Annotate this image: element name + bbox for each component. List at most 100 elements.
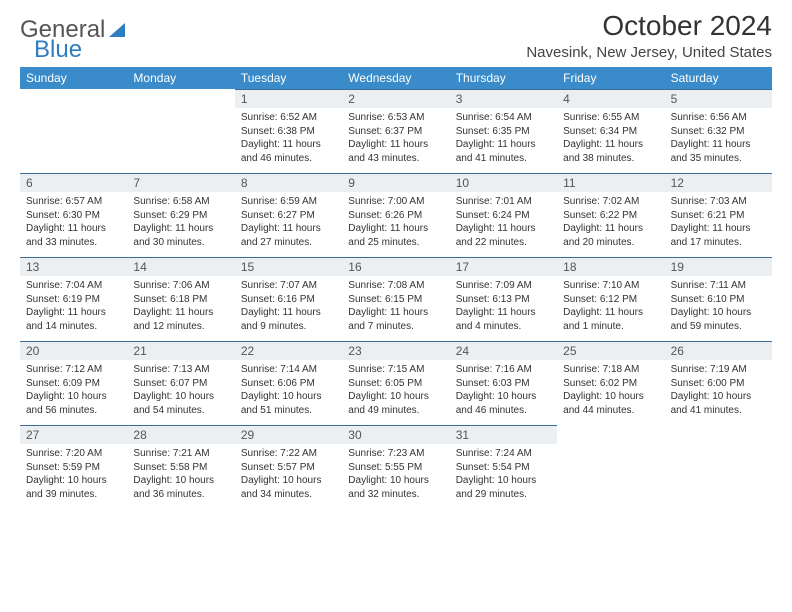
sunrise-text: Sunrise: 7:14 AM <box>241 363 336 377</box>
daylight-text: Daylight: 10 hours and 44 minutes. <box>563 390 658 417</box>
day-cell: Sunrise: 7:02 AMSunset: 6:22 PMDaylight:… <box>557 192 664 257</box>
empty-cell-body <box>557 444 664 509</box>
week-row: 20212223242526Sunrise: 7:12 AMSunset: 6:… <box>20 341 772 425</box>
day-number: 29 <box>235 425 342 444</box>
week-row: 13141516171819Sunrise: 7:04 AMSunset: 6:… <box>20 257 772 341</box>
day-cell: Sunrise: 7:08 AMSunset: 6:15 PMDaylight:… <box>342 276 449 341</box>
sunrise-text: Sunrise: 6:59 AM <box>241 195 336 209</box>
day-cell: Sunrise: 7:03 AMSunset: 6:21 PMDaylight:… <box>665 192 772 257</box>
dow-friday: Friday <box>557 67 664 89</box>
location-text: Navesink, New Jersey, United States <box>526 44 772 61</box>
daylight-text: Daylight: 10 hours and 51 minutes. <box>241 390 336 417</box>
sunset-text: Sunset: 5:58 PM <box>133 461 228 475</box>
daylight-text: Daylight: 10 hours and 54 minutes. <box>133 390 228 417</box>
dow-thursday: Thursday <box>450 67 557 89</box>
week-row: 12345Sunrise: 6:52 AMSunset: 6:38 PMDayl… <box>20 89 772 173</box>
day-cell: Sunrise: 7:16 AMSunset: 6:03 PMDaylight:… <box>450 360 557 425</box>
daylight-text: Daylight: 11 hours and 27 minutes. <box>241 222 336 249</box>
empty-cell-body <box>20 108 127 173</box>
sunrise-text: Sunrise: 7:09 AM <box>456 279 551 293</box>
sunset-text: Sunset: 6:13 PM <box>456 293 551 307</box>
daylight-text: Daylight: 10 hours and 34 minutes. <box>241 474 336 501</box>
sunset-text: Sunset: 6:07 PM <box>133 377 228 391</box>
daylight-text: Daylight: 10 hours and 36 minutes. <box>133 474 228 501</box>
daylight-text: Daylight: 11 hours and 1 minute. <box>563 306 658 333</box>
day-cell: Sunrise: 6:57 AMSunset: 6:30 PMDaylight:… <box>20 192 127 257</box>
day-number: 6 <box>20 173 127 192</box>
day-number: 5 <box>665 89 772 108</box>
daylight-text: Daylight: 10 hours and 32 minutes. <box>348 474 443 501</box>
day-number: 22 <box>235 341 342 360</box>
sunset-text: Sunset: 6:26 PM <box>348 209 443 223</box>
sunset-text: Sunset: 6:10 PM <box>671 293 766 307</box>
day-cell: Sunrise: 6:56 AMSunset: 6:32 PMDaylight:… <box>665 108 772 173</box>
sunset-text: Sunset: 6:06 PM <box>241 377 336 391</box>
sunrise-text: Sunrise: 7:18 AM <box>563 363 658 377</box>
empty-cell <box>665 425 772 444</box>
sunrise-text: Sunrise: 7:12 AM <box>26 363 121 377</box>
sunrise-text: Sunrise: 6:54 AM <box>456 111 551 125</box>
daylight-text: Daylight: 11 hours and 14 minutes. <box>26 306 121 333</box>
daylight-text: Daylight: 11 hours and 41 minutes. <box>456 138 551 165</box>
day-number: 25 <box>557 341 664 360</box>
day-cell: Sunrise: 7:11 AMSunset: 6:10 PMDaylight:… <box>665 276 772 341</box>
sunset-text: Sunset: 6:12 PM <box>563 293 658 307</box>
sunrise-text: Sunrise: 7:13 AM <box>133 363 228 377</box>
sunset-text: Sunset: 6:02 PM <box>563 377 658 391</box>
day-cell: Sunrise: 7:07 AMSunset: 6:16 PMDaylight:… <box>235 276 342 341</box>
day-cell: Sunrise: 7:06 AMSunset: 6:18 PMDaylight:… <box>127 276 234 341</box>
daylight-text: Daylight: 10 hours and 41 minutes. <box>671 390 766 417</box>
day-cell: Sunrise: 7:20 AMSunset: 5:59 PMDaylight:… <box>20 444 127 509</box>
day-cell: Sunrise: 7:10 AMSunset: 6:12 PMDaylight:… <box>557 276 664 341</box>
sunrise-text: Sunrise: 7:24 AM <box>456 447 551 461</box>
logo-line2: Blue <box>34 36 82 64</box>
sunset-text: Sunset: 6:34 PM <box>563 125 658 139</box>
sunset-text: Sunset: 6:16 PM <box>241 293 336 307</box>
sunrise-text: Sunrise: 6:57 AM <box>26 195 121 209</box>
sunset-text: Sunset: 5:57 PM <box>241 461 336 475</box>
dow-monday: Monday <box>127 67 234 89</box>
day-cell: Sunrise: 7:21 AMSunset: 5:58 PMDaylight:… <box>127 444 234 509</box>
daylight-text: Daylight: 11 hours and 22 minutes. <box>456 222 551 249</box>
day-cell: Sunrise: 7:09 AMSunset: 6:13 PMDaylight:… <box>450 276 557 341</box>
day-number: 31 <box>450 425 557 444</box>
day-cell: Sunrise: 6:53 AMSunset: 6:37 PMDaylight:… <box>342 108 449 173</box>
sunrise-text: Sunrise: 7:07 AM <box>241 279 336 293</box>
logo-text-2: Blue <box>34 36 82 63</box>
sunrise-text: Sunrise: 6:55 AM <box>563 111 658 125</box>
day-cell: Sunrise: 6:54 AMSunset: 6:35 PMDaylight:… <box>450 108 557 173</box>
day-cell: Sunrise: 6:55 AMSunset: 6:34 PMDaylight:… <box>557 108 664 173</box>
sunset-text: Sunset: 6:05 PM <box>348 377 443 391</box>
empty-cell <box>557 425 664 444</box>
daylight-text: Daylight: 10 hours and 59 minutes. <box>671 306 766 333</box>
week-row: 2728293031Sunrise: 7:20 AMSunset: 5:59 P… <box>20 425 772 509</box>
sunset-text: Sunset: 6:29 PM <box>133 209 228 223</box>
sunset-text: Sunset: 6:22 PM <box>563 209 658 223</box>
daylight-text: Daylight: 11 hours and 33 minutes. <box>26 222 121 249</box>
sunset-text: Sunset: 6:27 PM <box>241 209 336 223</box>
day-cell: Sunrise: 7:12 AMSunset: 6:09 PMDaylight:… <box>20 360 127 425</box>
sunrise-text: Sunrise: 7:23 AM <box>348 447 443 461</box>
sunset-text: Sunset: 6:30 PM <box>26 209 121 223</box>
day-cell: Sunrise: 7:22 AMSunset: 5:57 PMDaylight:… <box>235 444 342 509</box>
day-cell: Sunrise: 7:04 AMSunset: 6:19 PMDaylight:… <box>20 276 127 341</box>
day-number: 18 <box>557 257 664 276</box>
sunset-text: Sunset: 6:37 PM <box>348 125 443 139</box>
day-number: 4 <box>557 89 664 108</box>
dow-wednesday: Wednesday <box>342 67 449 89</box>
daylight-text: Daylight: 11 hours and 35 minutes. <box>671 138 766 165</box>
sunrise-text: Sunrise: 7:21 AM <box>133 447 228 461</box>
daylight-text: Daylight: 11 hours and 9 minutes. <box>241 306 336 333</box>
day-number: 11 <box>557 173 664 192</box>
day-number: 7 <box>127 173 234 192</box>
daylight-text: Daylight: 10 hours and 49 minutes. <box>348 390 443 417</box>
week-row: 6789101112Sunrise: 6:57 AMSunset: 6:30 P… <box>20 173 772 257</box>
sunset-text: Sunset: 6:35 PM <box>456 125 551 139</box>
sunset-text: Sunset: 6:00 PM <box>671 377 766 391</box>
day-cell: Sunrise: 6:52 AMSunset: 6:38 PMDaylight:… <box>235 108 342 173</box>
day-number: 14 <box>127 257 234 276</box>
empty-cell <box>127 89 234 108</box>
empty-cell <box>20 89 127 108</box>
day-number: 10 <box>450 173 557 192</box>
logo-sail-icon <box>109 23 125 37</box>
